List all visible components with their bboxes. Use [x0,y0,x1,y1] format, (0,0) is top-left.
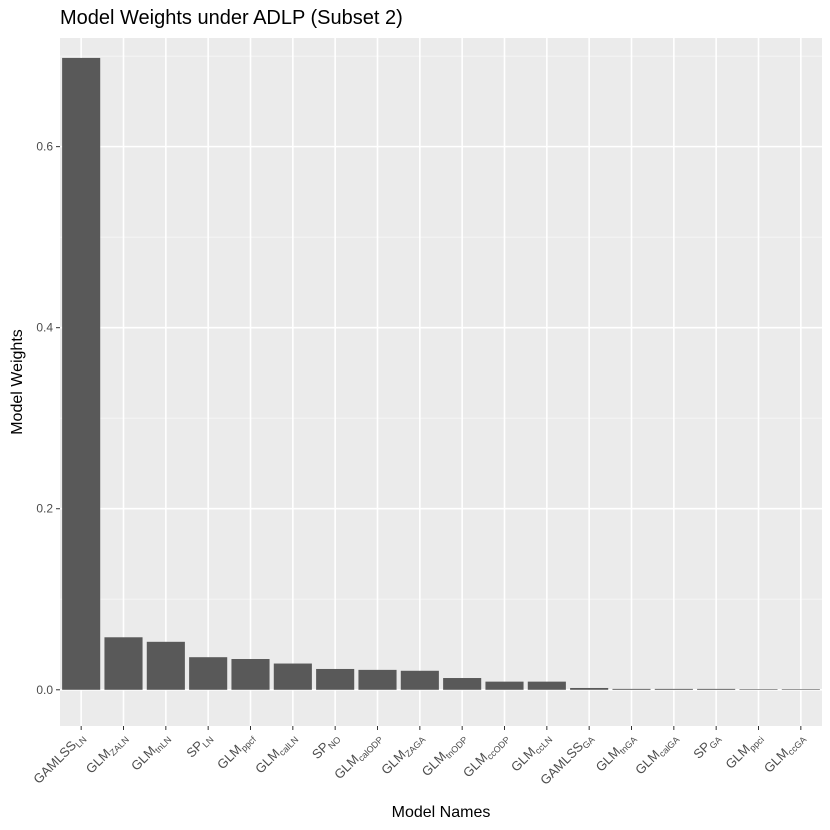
x-tick-label: GLMZALN [83,730,131,778]
bar [316,668,355,690]
grid-lines [60,38,822,726]
x-tick-label: GLMppci [722,730,766,774]
bar [527,681,566,690]
bar [781,689,820,690]
bar [231,659,270,690]
bar [612,688,651,690]
bar [273,663,312,690]
x-tick-label: GLMtnLN [128,730,173,775]
bar [443,678,482,690]
x-tick-label: GLMcalODP [331,730,385,784]
x-tick-label: GLMccGA [761,730,809,778]
bars [62,57,820,690]
bar [358,669,397,690]
y-tick-label: 0.0 [36,683,53,697]
bar [654,688,693,690]
x-tick-label: GLMZAGA [378,730,427,779]
x-tick-label: GLMtnGA [593,730,639,776]
bar [697,688,736,690]
x-tick-label: GAMLSSLN [30,730,88,788]
y-tick-label: 0.6 [36,140,53,154]
bar [189,657,228,690]
x-tick-label: SPGA [690,730,723,763]
plot-panel [60,38,822,726]
y-axis: 0.0 0.2 0.4 0.6 [36,140,60,697]
bar [570,687,609,690]
x-tick-label: GLMppcf [214,729,258,773]
x-tick-label: SPLN [183,730,215,762]
x-axis-title: Model Names [392,804,491,821]
y-tick-label: 0.2 [36,502,53,516]
x-tick-label: GLMcalGA [632,730,681,779]
bar [104,637,143,690]
bar [146,641,185,690]
x-tick-label: GLMccODP [460,730,512,782]
y-tick-label: 0.4 [36,321,53,335]
y-axis-title: Model Weights [9,329,26,435]
bar [739,689,778,690]
x-tick-label: GLMcalLN [252,730,300,778]
bar [400,670,439,690]
x-tick-label: SPNO [309,730,343,764]
bar [485,681,524,690]
bar [62,57,101,690]
chart-title: Model Weights under ADLP (Subset 2) [60,7,403,29]
